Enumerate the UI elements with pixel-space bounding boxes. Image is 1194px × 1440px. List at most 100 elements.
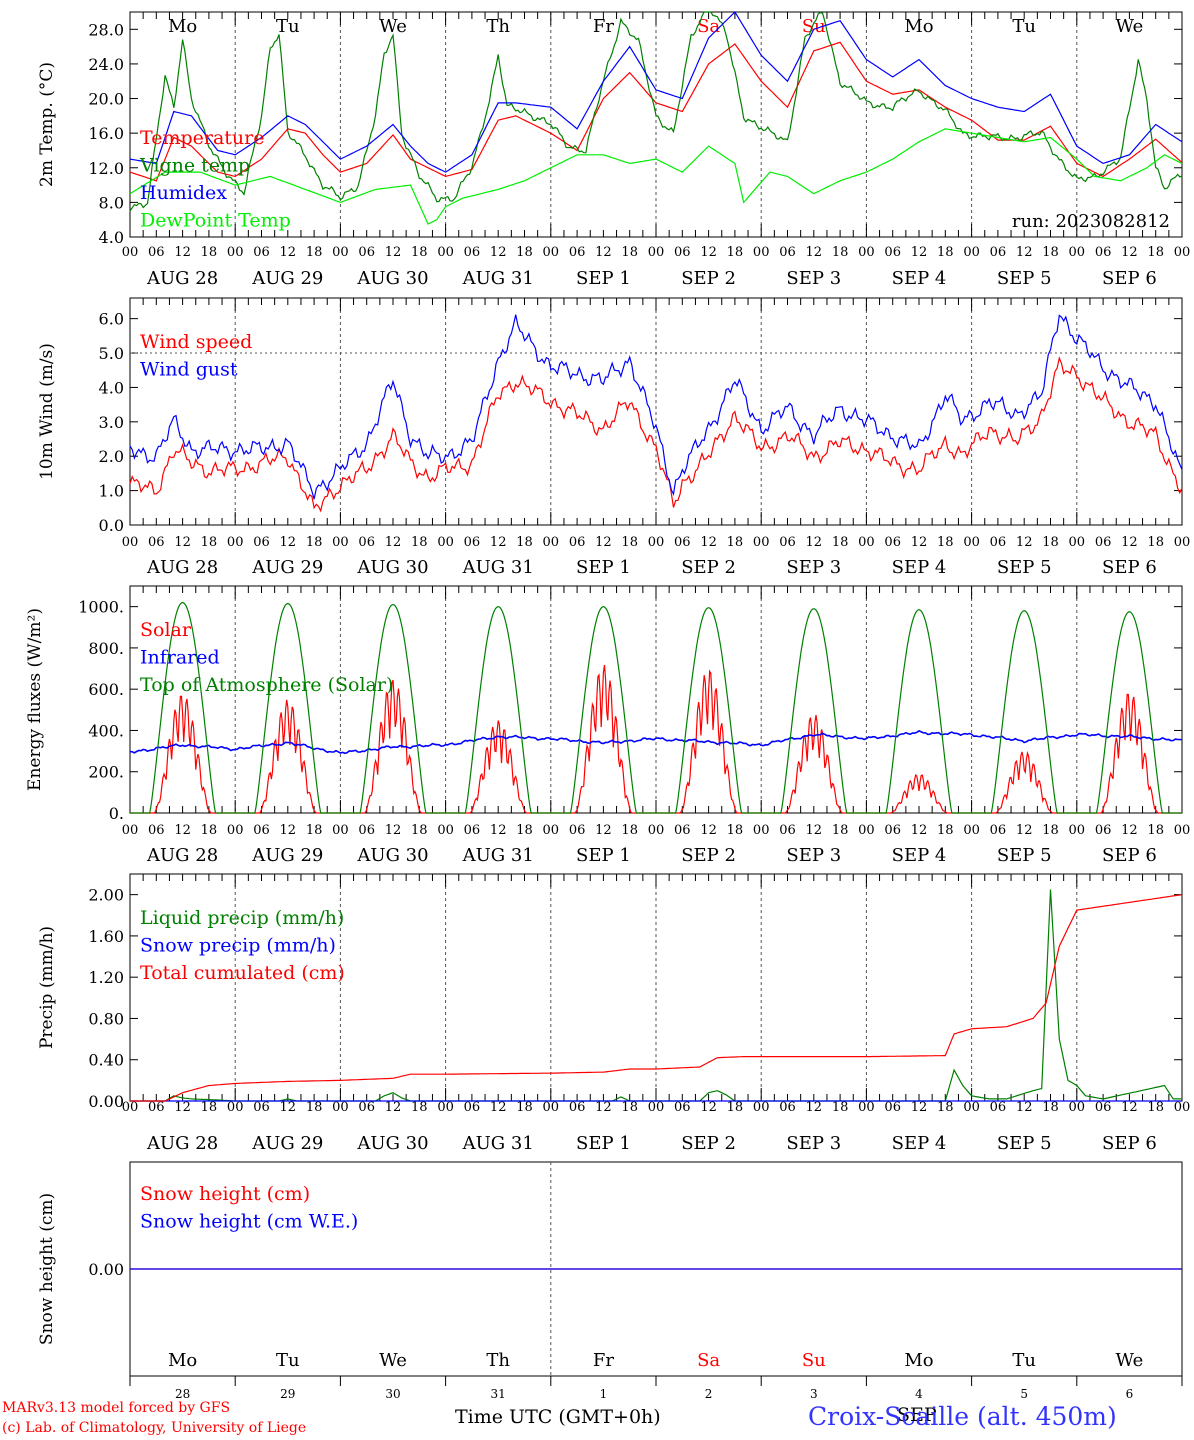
energy-ytick-label: 200. [88,763,124,782]
precip-hour-label: 06 [569,1100,586,1115]
precip-hour-label: 12 [595,1100,612,1115]
temperature-ytick-label: 20.0 [88,90,124,109]
temperature-hour-label: 12 [1016,245,1033,260]
wind-hour-label: 00 [648,535,665,550]
model-credit: MARv3.13 model forced by GFS [2,1400,231,1416]
precip-panel: 0.00 0.40 0.80 1.20 1.60 2.00 Precip (mm/h) 00 0… [37,873,1191,1154]
precip-date-label: SEP 5 [997,1133,1052,1154]
temperature-hour-label: 12 [595,245,612,260]
energy-hour-label: 12 [280,823,297,838]
precip-ytick-label: 0.00 [88,1092,124,1111]
temperature-hour-label: 06 [674,245,691,260]
precip-hour-label: 18 [1147,1100,1164,1115]
energy-date-label: SEP 4 [892,845,947,866]
temperature-series-humidex [129,11,1183,173]
snow-ylabel: Snow height (cm) [37,1193,57,1345]
temperature-hour-label: 12 [490,245,507,260]
precip-hour-label: 18 [201,1100,218,1115]
temperature-ytick-label: 12.0 [88,159,124,178]
energy-panel: 0. 200. 400. 600. 800. 1000. Energy fluxes (W/… [25,585,1190,866]
temperature-hour-label: 00 [963,245,980,260]
precip-hour-label: 06 [148,1100,165,1115]
energy-hour-label: 18 [1042,823,1059,838]
temperature-hour-label: 18 [201,245,218,260]
wind-hour-label: 06 [990,535,1007,550]
snow-day-name: Mo [904,1350,933,1371]
energy-hour-label: 06 [674,823,691,838]
temperature-day-name: We [1116,16,1144,37]
snow-legend-snow-height-cm-w-e-: Snow height (cm W.E.) [140,1211,358,1233]
time-axis-title: Time UTC (GMT+0h) [455,1406,661,1428]
wind-hour-label: 12 [174,535,191,550]
energy-hour-label: 06 [1095,823,1112,838]
snow-day-number: 28 [175,1387,190,1401]
energy-hour-label: 12 [806,823,823,838]
energy-hour-label: 18 [411,823,428,838]
wind-ylabel: 10m Wind (m/s) [37,343,57,480]
wind-hour-label: 18 [1042,535,1059,550]
snow-day-number: 3 [810,1387,818,1401]
precip-hour-label: 12 [174,1100,191,1115]
energy-hour-label: 12 [911,823,928,838]
wind-hour-label: 18 [832,535,849,550]
wind-hour-label: 06 [569,535,586,550]
energy-hour-label: 12 [490,823,507,838]
energy-legend-infrared: Infrared [140,647,220,669]
precip-date-label: AUG 30 [356,1133,428,1154]
precip-hour-label: 18 [937,1100,954,1115]
temperature-hour-label: 18 [621,245,638,260]
wind-ytick-label: 3.0 [99,413,124,432]
temperature-hour-label: 00 [648,245,665,260]
energy-ytick-label: 800. [88,639,124,658]
temperature-date-label: AUG 31 [462,268,534,289]
wind-hour-label: 18 [411,535,428,550]
energy-hour-label: 12 [174,823,191,838]
precip-hour-label: 12 [1016,1100,1033,1115]
energy-ytick-label: 1000. [78,598,124,617]
energy-legend-solar: Solar [140,619,192,641]
precip-legend-total-cumulated-cm-: Total cumulated (cm) [140,962,345,984]
wind-date-label: SEP 5 [997,557,1052,578]
temperature-day-name: We [379,16,407,37]
wind-date-label: AUG 29 [251,557,323,578]
temperature-hour-label: 18 [411,245,428,260]
snow-day-name: Sa [697,1350,720,1371]
snow-panel: 0.00 Snow height (cm) Mo Tu We Th Fr Sa Su Mo Tu We… [37,1161,1183,1401]
precip-hour-label: 06 [674,1100,691,1115]
precip-hour-label: 12 [806,1100,823,1115]
wind-date-label: SEP 1 [576,557,631,578]
temperature-date-label: SEP 3 [786,268,841,289]
precip-hour-label: 00 [1174,1100,1191,1115]
wind-hour-label: 18 [621,535,638,550]
wind-hour-label: 00 [753,535,770,550]
temperature-date-label: SEP 4 [892,268,947,289]
wind-legend-wind-speed: Wind speed [140,331,252,353]
energy-date-label: AUG 28 [146,845,218,866]
precip-hour-label: 18 [1042,1100,1059,1115]
snow-day-name: Tu [276,1350,300,1371]
energy-hour-label: 18 [516,823,533,838]
snow-day-number: 2 [705,1387,713,1401]
temperature-hour-label: 12 [700,245,717,260]
precip-ytick-label: 1.60 [88,927,124,946]
energy-hour-label: 06 [148,823,165,838]
energy-series-top-of-atmosphere-solar- [130,601,1182,814]
temperature-hour-label: 00 [1069,245,1086,260]
wind-hour-label: 06 [674,535,691,550]
temperature-legend-temperature: Temperature [140,127,264,149]
precip-hour-label: 12 [385,1100,402,1115]
wind-hour-label: 00 [437,535,454,550]
precip-hour-label: 00 [122,1100,139,1115]
precip-date-label: SEP 3 [786,1133,841,1154]
wind-ytick-label: 5.0 [99,344,124,363]
energy-date-label: AUG 30 [356,845,428,866]
wind-hour-label: 00 [227,535,244,550]
wind-hour-label: 12 [385,535,402,550]
temperature-hour-label: 06 [779,245,796,260]
precip-hour-label: 18 [832,1100,849,1115]
precip-hour-label: 18 [516,1100,533,1115]
wind-hour-label: 12 [911,535,928,550]
temperature-hour-label: 18 [937,245,954,260]
temperature-date-label: SEP 2 [681,268,736,289]
energy-ytick-label: 400. [88,721,124,740]
